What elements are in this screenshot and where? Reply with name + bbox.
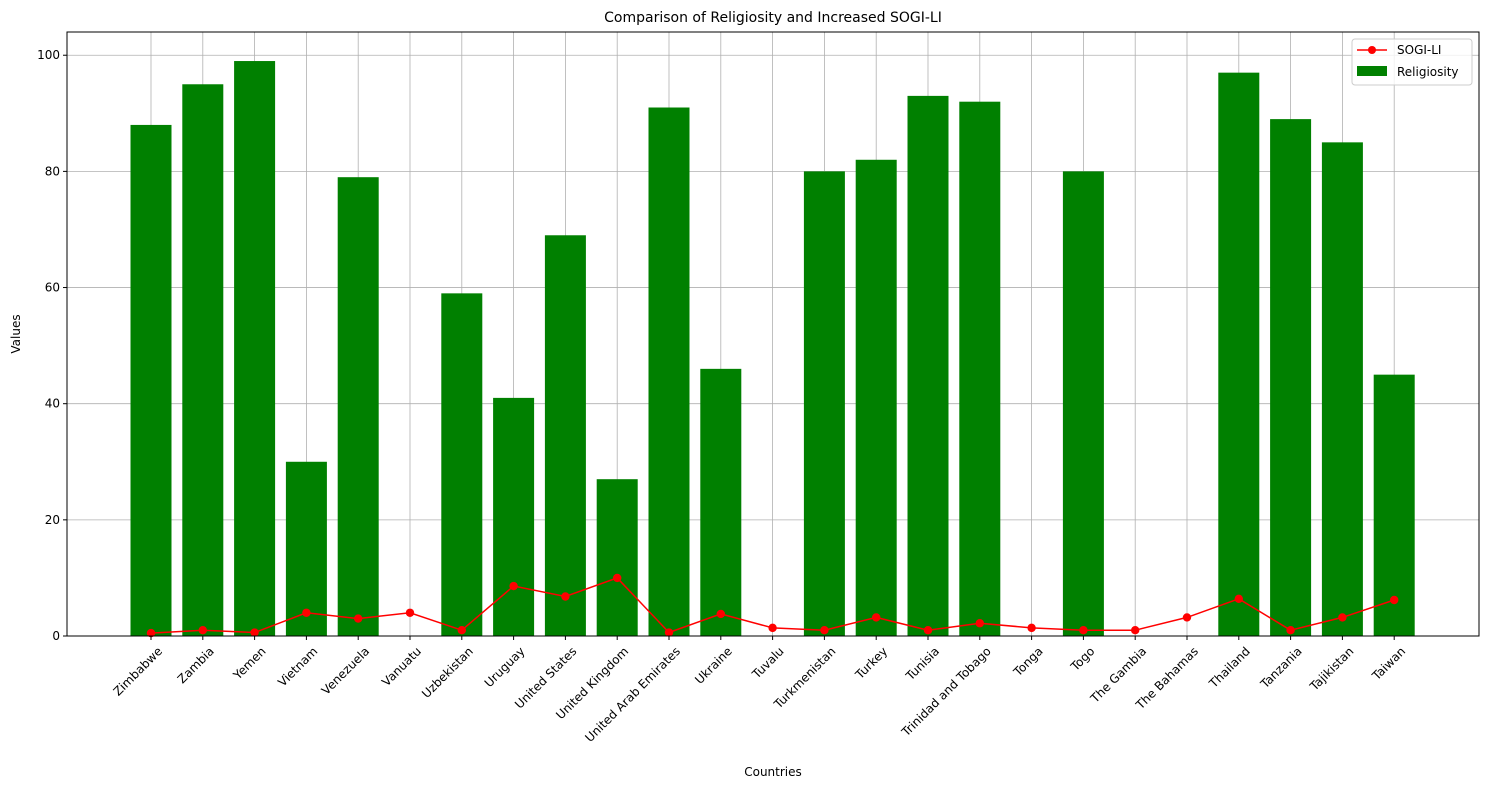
religiosity-bar bbox=[1218, 72, 1260, 636]
religiosity-bar bbox=[855, 159, 897, 636]
religiosity-bar bbox=[441, 293, 483, 636]
sogi-li-point bbox=[1182, 613, 1192, 622]
sogi-li-point bbox=[1131, 625, 1140, 635]
sogi-li-point bbox=[354, 614, 363, 623]
sogi-li-point bbox=[613, 573, 622, 583]
religiosity-bar bbox=[1062, 171, 1104, 636]
sogi-li-point bbox=[509, 581, 518, 591]
religiosity-bar bbox=[700, 368, 742, 636]
sogi-li-point bbox=[1234, 594, 1244, 604]
y-tick-label: 0 bbox=[52, 629, 60, 643]
legend-sogi-li-marker bbox=[1368, 46, 1376, 54]
religiosity-bar bbox=[907, 95, 949, 636]
religiosity-bar bbox=[1270, 119, 1312, 637]
religiosity-bar bbox=[596, 479, 638, 636]
religiosity-bar bbox=[544, 235, 586, 636]
sogi-li-point bbox=[1338, 613, 1347, 622]
sogi-li-point bbox=[561, 592, 570, 601]
religiosity-bar bbox=[130, 124, 172, 636]
y-tick-label: 100 bbox=[37, 48, 60, 62]
legend-religiosity-label: Religiosity bbox=[1397, 65, 1459, 79]
religiosity-bar bbox=[1373, 374, 1415, 636]
y-ticks: 0 20 40 60 80 100 bbox=[37, 48, 67, 643]
sogi-li-point bbox=[1079, 625, 1088, 635]
sogi-li-point bbox=[975, 619, 984, 628]
religiosity-bar bbox=[648, 107, 690, 636]
sogi-li-point bbox=[146, 628, 156, 638]
chart-title: Comparison of Religiosity and Increased … bbox=[604, 10, 942, 26]
sogi-li-point bbox=[250, 628, 259, 637]
y-tick-label: 60 bbox=[45, 281, 60, 295]
sogi-li-point bbox=[923, 625, 933, 635]
y-tick-label: 80 bbox=[45, 164, 60, 178]
x-axis-label: Countries bbox=[744, 765, 802, 779]
religiosity-bar bbox=[337, 177, 379, 636]
sogi-li-line bbox=[146, 573, 1399, 638]
sogi-li-point bbox=[1390, 595, 1399, 605]
religiosity-bar bbox=[234, 61, 276, 637]
bars bbox=[130, 61, 1415, 637]
sogi-li-point bbox=[1286, 625, 1295, 635]
sogi-li-point bbox=[405, 608, 415, 617]
legend-religiosity-swatch bbox=[1357, 66, 1387, 76]
sogi-li-point bbox=[664, 628, 674, 637]
sogi-li-point bbox=[198, 625, 207, 635]
sogi-li-point bbox=[302, 608, 311, 617]
sogi-li-point bbox=[820, 625, 829, 635]
religiosity-bar bbox=[803, 171, 845, 636]
religiosity-bar bbox=[959, 101, 1001, 636]
sogi-li-point bbox=[872, 613, 881, 622]
y-tick-label: 20 bbox=[45, 513, 60, 527]
sogi-li-point bbox=[1027, 623, 1036, 633]
y-axis-label: Values bbox=[9, 314, 23, 353]
y-tick-label: 40 bbox=[45, 397, 60, 411]
legend: SOGI-LI Religiosity bbox=[1351, 38, 1473, 86]
religiosity-bar bbox=[493, 397, 535, 636]
sogi-li-point bbox=[768, 623, 777, 633]
religiosity-bar bbox=[182, 84, 224, 637]
legend-sogi-li-label: SOGI-LI bbox=[1397, 43, 1441, 57]
sogi-li-point bbox=[457, 625, 466, 635]
sogi-li-point bbox=[716, 609, 725, 619]
religiosity-bar bbox=[1321, 142, 1363, 636]
religiosity-bar bbox=[285, 461, 327, 636]
